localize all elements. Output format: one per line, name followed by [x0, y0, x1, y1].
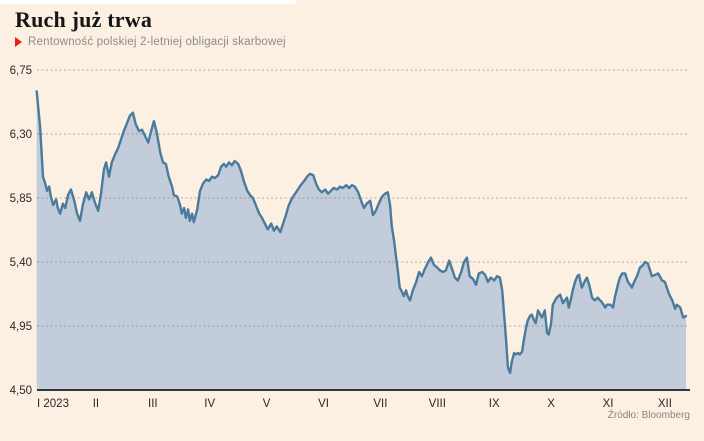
x-axis-label: V	[263, 398, 271, 410]
y-axis-label: 6,30	[10, 129, 32, 141]
chart-title: Ruch już trwa	[15, 7, 153, 32]
x-axis-label: III	[148, 398, 158, 410]
source-label: Źródło: Bloomberg	[607, 410, 690, 421]
chart-subtitle: Rentowność polskiej 2-letniej obligacji …	[28, 36, 286, 48]
yield-area	[36, 91, 686, 391]
y-axis-label: 5,40	[10, 257, 32, 269]
x-axis-label: IX	[489, 398, 500, 410]
x-axis-label: VI	[318, 398, 329, 410]
chart-subtitle-row: Rentowność polskiej 2-letniej obligacji …	[15, 36, 286, 48]
y-axis-label: 4,50	[10, 385, 32, 397]
y-axis-label: 6,75	[10, 65, 32, 77]
x-axis-label: XI	[603, 398, 614, 410]
x-axis-label: VII	[373, 398, 387, 410]
x-axis-label: IV	[204, 398, 215, 410]
x-axis-label: I 2023	[37, 398, 69, 410]
x-axis-label: II	[93, 398, 99, 410]
y-axis-label: 5,85	[10, 193, 32, 205]
x-axis-label: XII	[658, 398, 672, 410]
red-arrow-icon	[15, 37, 22, 47]
top-edge-strip	[0, 0, 296, 4]
x-axis-label: X	[547, 398, 555, 410]
y-axis-label: 4,95	[10, 321, 32, 333]
chart-header: Ruch już trwa Rentowność polskiej 2-letn…	[15, 8, 286, 48]
yield-line	[35, 90, 688, 375]
x-axis-label: VIII	[429, 398, 446, 410]
